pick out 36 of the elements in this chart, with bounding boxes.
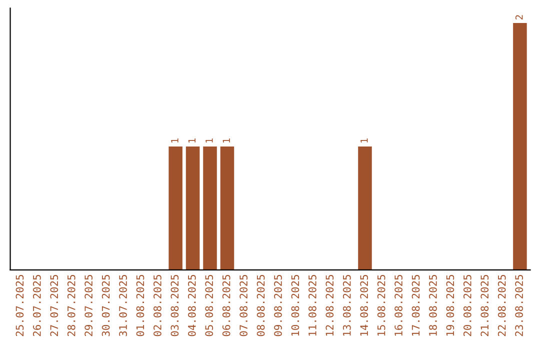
- data-label: 1: [171, 138, 178, 143]
- x-tick-label: 30.07.2025: [102, 274, 110, 336]
- x-tick-label: 01.08.2025: [136, 274, 144, 336]
- x-tick-label: 16.08.2025: [394, 274, 402, 336]
- x-tick-label: 06.08.2025: [222, 274, 230, 336]
- x-tick-label: 02.08.2025: [154, 274, 162, 336]
- x-tick-label: 27.07.2025: [50, 274, 58, 336]
- data-label: 1: [360, 138, 368, 143]
- data-label: 1: [188, 138, 196, 143]
- x-tick-label: 09.08.2025: [274, 274, 282, 336]
- x-tick-label: 29.07.2025: [84, 274, 93, 336]
- data-label: 2: [515, 15, 523, 20]
- x-tick-label: 13.08.2025: [342, 274, 351, 336]
- x-tick-label: 22.08.2025: [498, 274, 506, 336]
- x-tick-label: 19.08.2025: [446, 274, 454, 336]
- x-tick-label: 23.08.2025: [515, 274, 523, 336]
- data-label: 1: [222, 138, 230, 143]
- x-tick-label: 26.07.2025: [32, 274, 41, 336]
- x-tick-label: 08.08.2025: [256, 274, 265, 336]
- x-tick-label: 21.08.2025: [480, 274, 489, 336]
- x-tick-label: 11.08.2025: [308, 274, 316, 336]
- x-tick-label: 25.07.2025: [16, 274, 24, 336]
- x-tick-label: 28.07.2025: [67, 274, 76, 336]
- x-tick-label: 18.08.2025: [429, 274, 437, 336]
- x-tick-label: 05.08.2025: [205, 274, 214, 336]
- data-label: 1: [206, 138, 213, 143]
- x-tick-label: 14.08.2025: [360, 274, 368, 336]
- x-tick-label: 15.08.2025: [377, 274, 386, 336]
- x-tick-label: 07.08.2025: [240, 274, 248, 336]
- x-tick-label: 20.08.2025: [463, 274, 472, 336]
- x-tick-label: 31.07.2025: [119, 274, 127, 336]
- x-tick-label: 10.08.2025: [291, 274, 300, 336]
- x-tick-label: 04.08.2025: [188, 274, 196, 336]
- x-tick-label: 03.08.2025: [170, 274, 179, 336]
- x-tick-label: 17.08.2025: [412, 274, 420, 336]
- x-tick-label: 12.08.2025: [326, 274, 334, 336]
